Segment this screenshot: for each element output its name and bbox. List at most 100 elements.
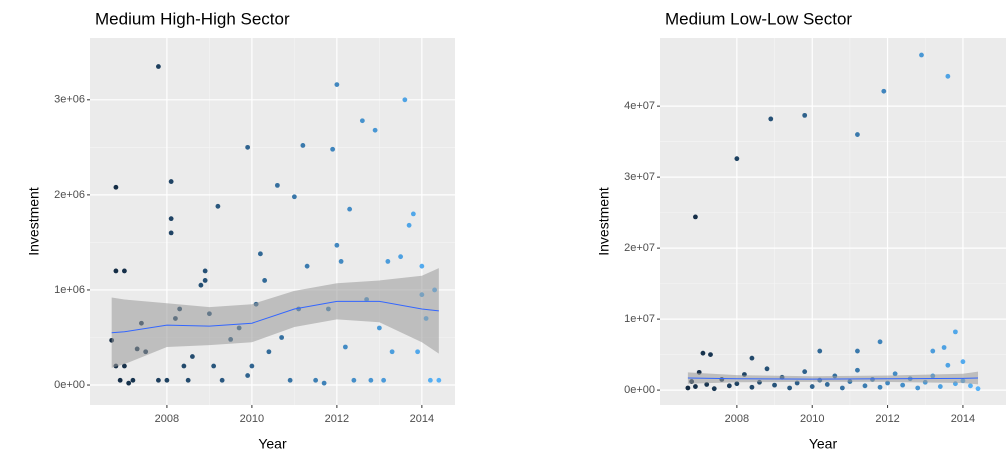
point (862, 383, 868, 389)
point (937, 384, 943, 389)
point (342, 344, 348, 350)
panel (90, 38, 455, 405)
point (398, 254, 404, 260)
point (809, 384, 815, 389)
point (334, 82, 340, 87)
point (787, 385, 793, 391)
point (749, 384, 755, 390)
point (839, 385, 845, 391)
point (427, 377, 433, 383)
point (181, 363, 187, 369)
point (419, 263, 425, 269)
point (693, 214, 698, 220)
y-tick-label: 2e+06 (54, 189, 85, 201)
point (855, 132, 860, 137)
x-tick-label: 2010 (240, 413, 264, 425)
point (368, 377, 374, 383)
point (262, 278, 268, 283)
point (749, 355, 755, 361)
point (968, 383, 973, 389)
point (122, 268, 127, 274)
point (975, 386, 981, 392)
x-tick-label: 2012 (875, 413, 899, 425)
x-axis-title: Year (258, 436, 287, 452)
point (381, 377, 387, 383)
point (122, 363, 127, 369)
point (202, 278, 208, 283)
point (334, 242, 340, 248)
point (257, 251, 263, 257)
x-tick-label: 2014 (410, 413, 434, 425)
point (347, 206, 353, 212)
point (219, 377, 225, 383)
point (211, 363, 217, 369)
x-axis-title: Year (809, 436, 838, 452)
point (126, 380, 132, 386)
point (359, 118, 365, 124)
point (945, 73, 951, 79)
y-tick-label: 2e+07 (624, 242, 655, 254)
y-tick-label: 1e+06 (54, 284, 85, 296)
point (249, 363, 255, 369)
point (802, 369, 808, 375)
point (266, 349, 272, 355)
chart-title: Medium Low-Low Sector (665, 9, 852, 28)
point (117, 377, 123, 383)
point (168, 230, 174, 236)
point (202, 268, 208, 274)
y-tick-label: 0e+00 (54, 379, 85, 391)
point (287, 377, 293, 383)
point (245, 373, 251, 378)
point (415, 349, 421, 355)
point (330, 146, 336, 152)
point (726, 383, 732, 389)
point (764, 366, 770, 372)
point (168, 179, 174, 184)
point (164, 377, 170, 383)
y-tick-label: 4e+07 (624, 100, 655, 112)
point (855, 367, 860, 373)
point (915, 385, 921, 391)
y-tick-label: 3e+07 (624, 171, 655, 183)
point (768, 116, 774, 122)
x-tick-label: 2012 (325, 413, 349, 425)
point (351, 377, 357, 383)
plot-background (660, 38, 1006, 405)
point (900, 382, 906, 388)
point (877, 339, 883, 345)
chart-title: Medium High-High Sector (95, 9, 290, 28)
confidence-band (111, 268, 439, 368)
point (338, 259, 344, 264)
point (168, 216, 174, 222)
point (855, 348, 860, 354)
point (952, 329, 958, 335)
point (291, 194, 297, 200)
point (693, 384, 698, 389)
point (215, 203, 221, 209)
point (389, 349, 395, 355)
smooth-line (111, 300, 439, 334)
point (700, 350, 706, 356)
x-tick-label: 2014 (951, 413, 975, 425)
point (190, 354, 195, 359)
point (919, 52, 924, 58)
point (313, 377, 319, 383)
point (734, 381, 740, 387)
point (941, 345, 947, 350)
point (772, 382, 777, 388)
point (372, 127, 378, 133)
point (300, 143, 306, 148)
y-tick-label: 0e+00 (624, 384, 655, 396)
point (685, 385, 691, 391)
point (881, 88, 887, 94)
point (406, 222, 412, 228)
point (156, 64, 161, 69)
point (113, 184, 119, 190)
point (817, 348, 823, 354)
point (113, 268, 119, 274)
point (704, 382, 710, 387)
point (274, 182, 280, 188)
point (376, 325, 382, 331)
point (198, 282, 204, 288)
point (402, 97, 408, 103)
